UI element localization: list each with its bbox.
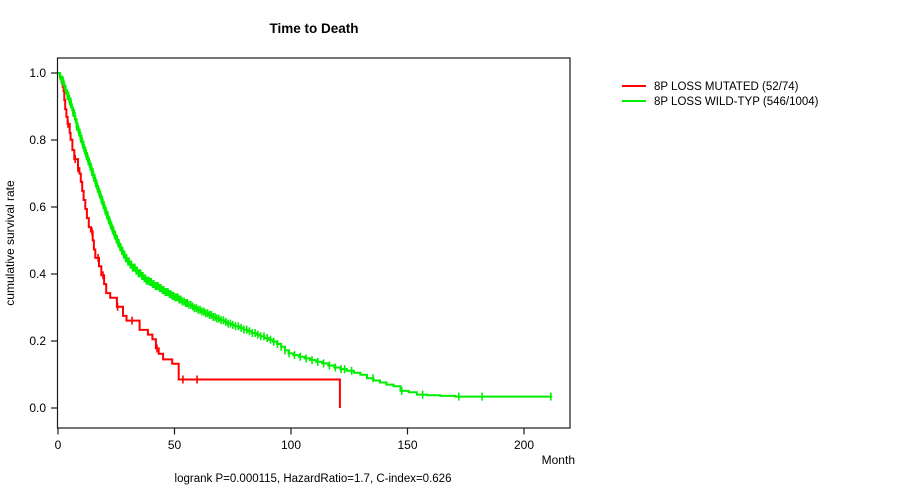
survival-curve-wildtype [58,72,552,398]
y-tick-label: 1.0 [29,66,46,80]
x-tick-label: 150 [397,438,417,452]
stats-caption: logrank P=0.000115, HazardRatio=1.7, C-i… [175,473,452,485]
y-tick-label: 0.8 [29,133,46,147]
x-tick-label: 200 [514,438,534,452]
y-tick-label: 0.6 [29,200,46,214]
y-tick-label: 0.0 [29,401,46,415]
legend: 8P LOSS MUTATED (52/74) 8P LOSS WILD-TYP… [622,81,819,108]
y-axis: 0.0 0.2 0.4 0.6 0.8 1.0 [29,66,58,415]
x-tick-label: 0 [55,438,62,452]
x-tick-label: 100 [281,438,301,452]
survival-curve-mutated [58,72,341,408]
plot-box [56,57,571,429]
legend-label-wildtype: 8P LOSS WILD-TYP (546/1004) [654,96,819,108]
x-tick-label: 50 [168,438,182,452]
legend-label-mutated: 8P LOSS MUTATED (52/74) [654,81,799,93]
plot-title: Time to Death [269,21,358,36]
x-axis: 0 50 100 150 200 [55,428,534,452]
y-tick-label: 0.4 [29,267,46,281]
y-tick-label: 0.2 [29,334,46,348]
y-axis-label: cumulative survival rate [3,180,17,306]
x-axis-label: Month [542,453,575,467]
curves-layer [58,72,552,408]
